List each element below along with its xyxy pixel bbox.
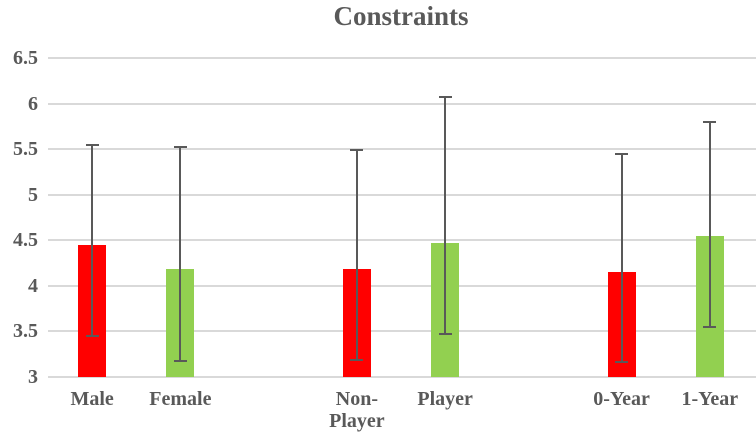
y-axis-tick-label: 4.5 — [13, 229, 38, 252]
error-bar-line-non-player — [355, 150, 358, 360]
x-axis-category-label-1-year: 1-Year — [681, 388, 739, 410]
error-bar-cap-bottom-non-player — [350, 358, 364, 361]
error-bar-line-0-year — [620, 153, 623, 363]
error-bar-cap-bottom-0-year — [615, 361, 629, 364]
error-bar-cap-top-female — [173, 146, 187, 149]
gridline — [48, 239, 756, 242]
gridline — [48, 193, 756, 196]
gridline — [48, 284, 756, 287]
y-axis-tick-label: 6.5 — [13, 47, 38, 69]
error-bar-cap-top-0-year — [615, 152, 629, 155]
y-axis-tick-label: 5.5 — [13, 138, 38, 161]
x-axis-category-label-female: Female — [149, 388, 212, 410]
x-axis-category-label-male: Male — [70, 388, 114, 410]
error-bar-cap-top-non-player — [350, 149, 364, 152]
gridline — [48, 330, 756, 333]
error-bar-cap-top-male — [85, 143, 99, 146]
error-bar-line-1-year — [708, 121, 711, 327]
error-bar-line-male — [91, 144, 94, 336]
x-axis-category-label-0-year: 0-Year — [593, 388, 650, 410]
y-axis-tick-label: 6 — [28, 92, 38, 115]
error-bar-cap-top-1-year — [703, 120, 717, 123]
gridline — [48, 102, 756, 105]
x-axis-category-label-non-player: Non-Player — [329, 388, 385, 432]
y-axis-tick-label: 3 — [28, 366, 38, 388]
error-bar-cap-bottom-player — [438, 333, 452, 336]
error-bar-cap-bottom-male — [85, 334, 99, 337]
gridline — [48, 57, 756, 59]
error-bar-cap-bottom-female — [173, 359, 187, 362]
y-axis-tick-label: 4 — [28, 274, 38, 297]
chart-title: Constraints — [333, 1, 469, 31]
error-bar-line-player — [444, 97, 447, 335]
y-axis-tick-label: 5 — [28, 183, 38, 206]
error-bar-line-female — [179, 147, 182, 361]
error-bar-cap-top-player — [438, 96, 452, 99]
error-bar-cap-bottom-1-year — [703, 325, 717, 328]
gridline — [48, 148, 756, 151]
gridline — [48, 376, 756, 378]
x-axis-category-label-player: Player — [417, 388, 473, 410]
y-axis-tick-label: 3.5 — [13, 320, 38, 343]
